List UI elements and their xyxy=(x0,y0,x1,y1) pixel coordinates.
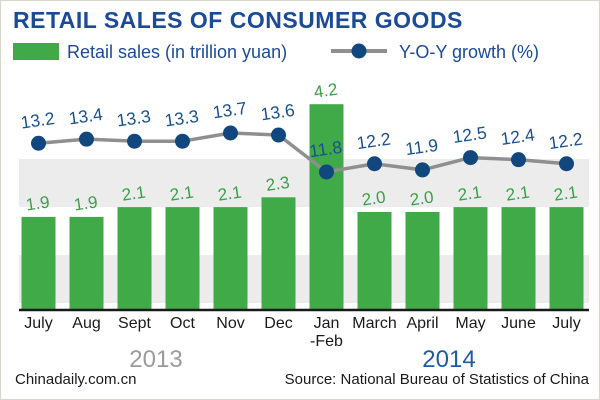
data-source: Source: National Bureau of Statistics of… xyxy=(284,371,589,388)
legend-bar-swatch xyxy=(13,43,59,60)
year-group-2014: 2014 xyxy=(422,346,476,373)
bar-value-label: 2.1 xyxy=(457,183,483,205)
retail-sales-bar xyxy=(549,207,584,310)
growth-value-label: 13.7 xyxy=(211,98,248,123)
growth-point xyxy=(31,135,46,151)
growth-value-label: 13.3 xyxy=(163,106,200,131)
growth-point xyxy=(511,152,526,168)
growth-point xyxy=(559,156,574,172)
brand-credit: Chinadaily.com.cn xyxy=(15,371,137,388)
legend-line-label: Y-O-Y growth (%) xyxy=(399,42,540,62)
retail-sales-bar xyxy=(165,207,200,310)
legend-bars-label: Retail sales (in trillion yuan) xyxy=(67,42,288,62)
bar-value-label: 1.9 xyxy=(73,192,99,214)
growth-value-label: 12.2 xyxy=(547,129,584,154)
growth-point xyxy=(175,133,190,149)
growth-point xyxy=(319,164,334,180)
growth-value-label: 11.8 xyxy=(308,137,343,161)
retail-sales-bar xyxy=(69,216,104,310)
retail-sales-bar xyxy=(453,207,488,310)
growth-point xyxy=(223,125,238,141)
growth-value-label: 12.4 xyxy=(499,124,536,149)
plot-band xyxy=(19,159,589,207)
month-label: Sept xyxy=(118,315,151,332)
bar-value-label: 2.3 xyxy=(265,173,291,195)
month-label: July xyxy=(24,315,52,332)
growth-value-label: 12.2 xyxy=(355,129,392,154)
bar-value-label: 1.9 xyxy=(25,192,51,214)
growth-point xyxy=(271,127,286,143)
growth-value-label: 11.9 xyxy=(404,135,439,159)
growth-value-label: 13.2 xyxy=(19,108,56,133)
month-label: Nov xyxy=(216,315,244,332)
bar-value-label: 4.2 xyxy=(313,80,339,102)
month-label: July xyxy=(552,315,580,332)
retail-sales-bar xyxy=(213,207,248,310)
growth-value-label: 13.6 xyxy=(259,100,296,125)
chart-title: RETAIL SALES OF CONSUMER GOODS xyxy=(13,7,463,33)
growth-point xyxy=(79,131,94,147)
retail-sales-bar xyxy=(117,207,152,310)
growth-point xyxy=(367,156,382,172)
month-label: Dec xyxy=(264,315,292,332)
retail-sales-bar xyxy=(261,197,296,310)
bar-value-label: 2.1 xyxy=(121,183,147,205)
month-label: Jan -Feb xyxy=(310,315,343,350)
bar-value-label: 2.1 xyxy=(217,183,243,205)
legend-line-marker-icon xyxy=(331,43,387,59)
month-label: Oct xyxy=(170,315,195,332)
month-label: June xyxy=(501,315,536,332)
month-label: May xyxy=(455,315,485,332)
month-label: March xyxy=(352,315,396,332)
retail-sales-bar xyxy=(21,216,56,310)
bar-value-label: 2.1 xyxy=(169,183,195,205)
growth-value-label: 12.5 xyxy=(451,122,488,147)
year-group-2013: 2013 xyxy=(129,346,183,373)
month-label: April xyxy=(406,315,438,332)
growth-line xyxy=(38,131,567,174)
retail-sales-bar xyxy=(405,212,440,310)
growth-point xyxy=(127,133,142,149)
bar-value-label: 2.1 xyxy=(553,183,579,205)
bar-value-label: 2.0 xyxy=(409,188,435,210)
retail-sales-bar xyxy=(309,104,344,310)
growth-point xyxy=(415,162,430,178)
plot-band xyxy=(19,255,589,303)
bar-value-label: 2.1 xyxy=(505,183,531,205)
growth-point xyxy=(463,150,478,166)
growth-value-label: 13.3 xyxy=(115,106,152,131)
retail-sales-bar xyxy=(501,207,536,310)
retail-sales-bar xyxy=(357,212,392,310)
bar-value-label: 2.0 xyxy=(361,188,387,210)
month-label: Aug xyxy=(72,315,100,332)
growth-value-label: 13.4 xyxy=(67,104,104,129)
